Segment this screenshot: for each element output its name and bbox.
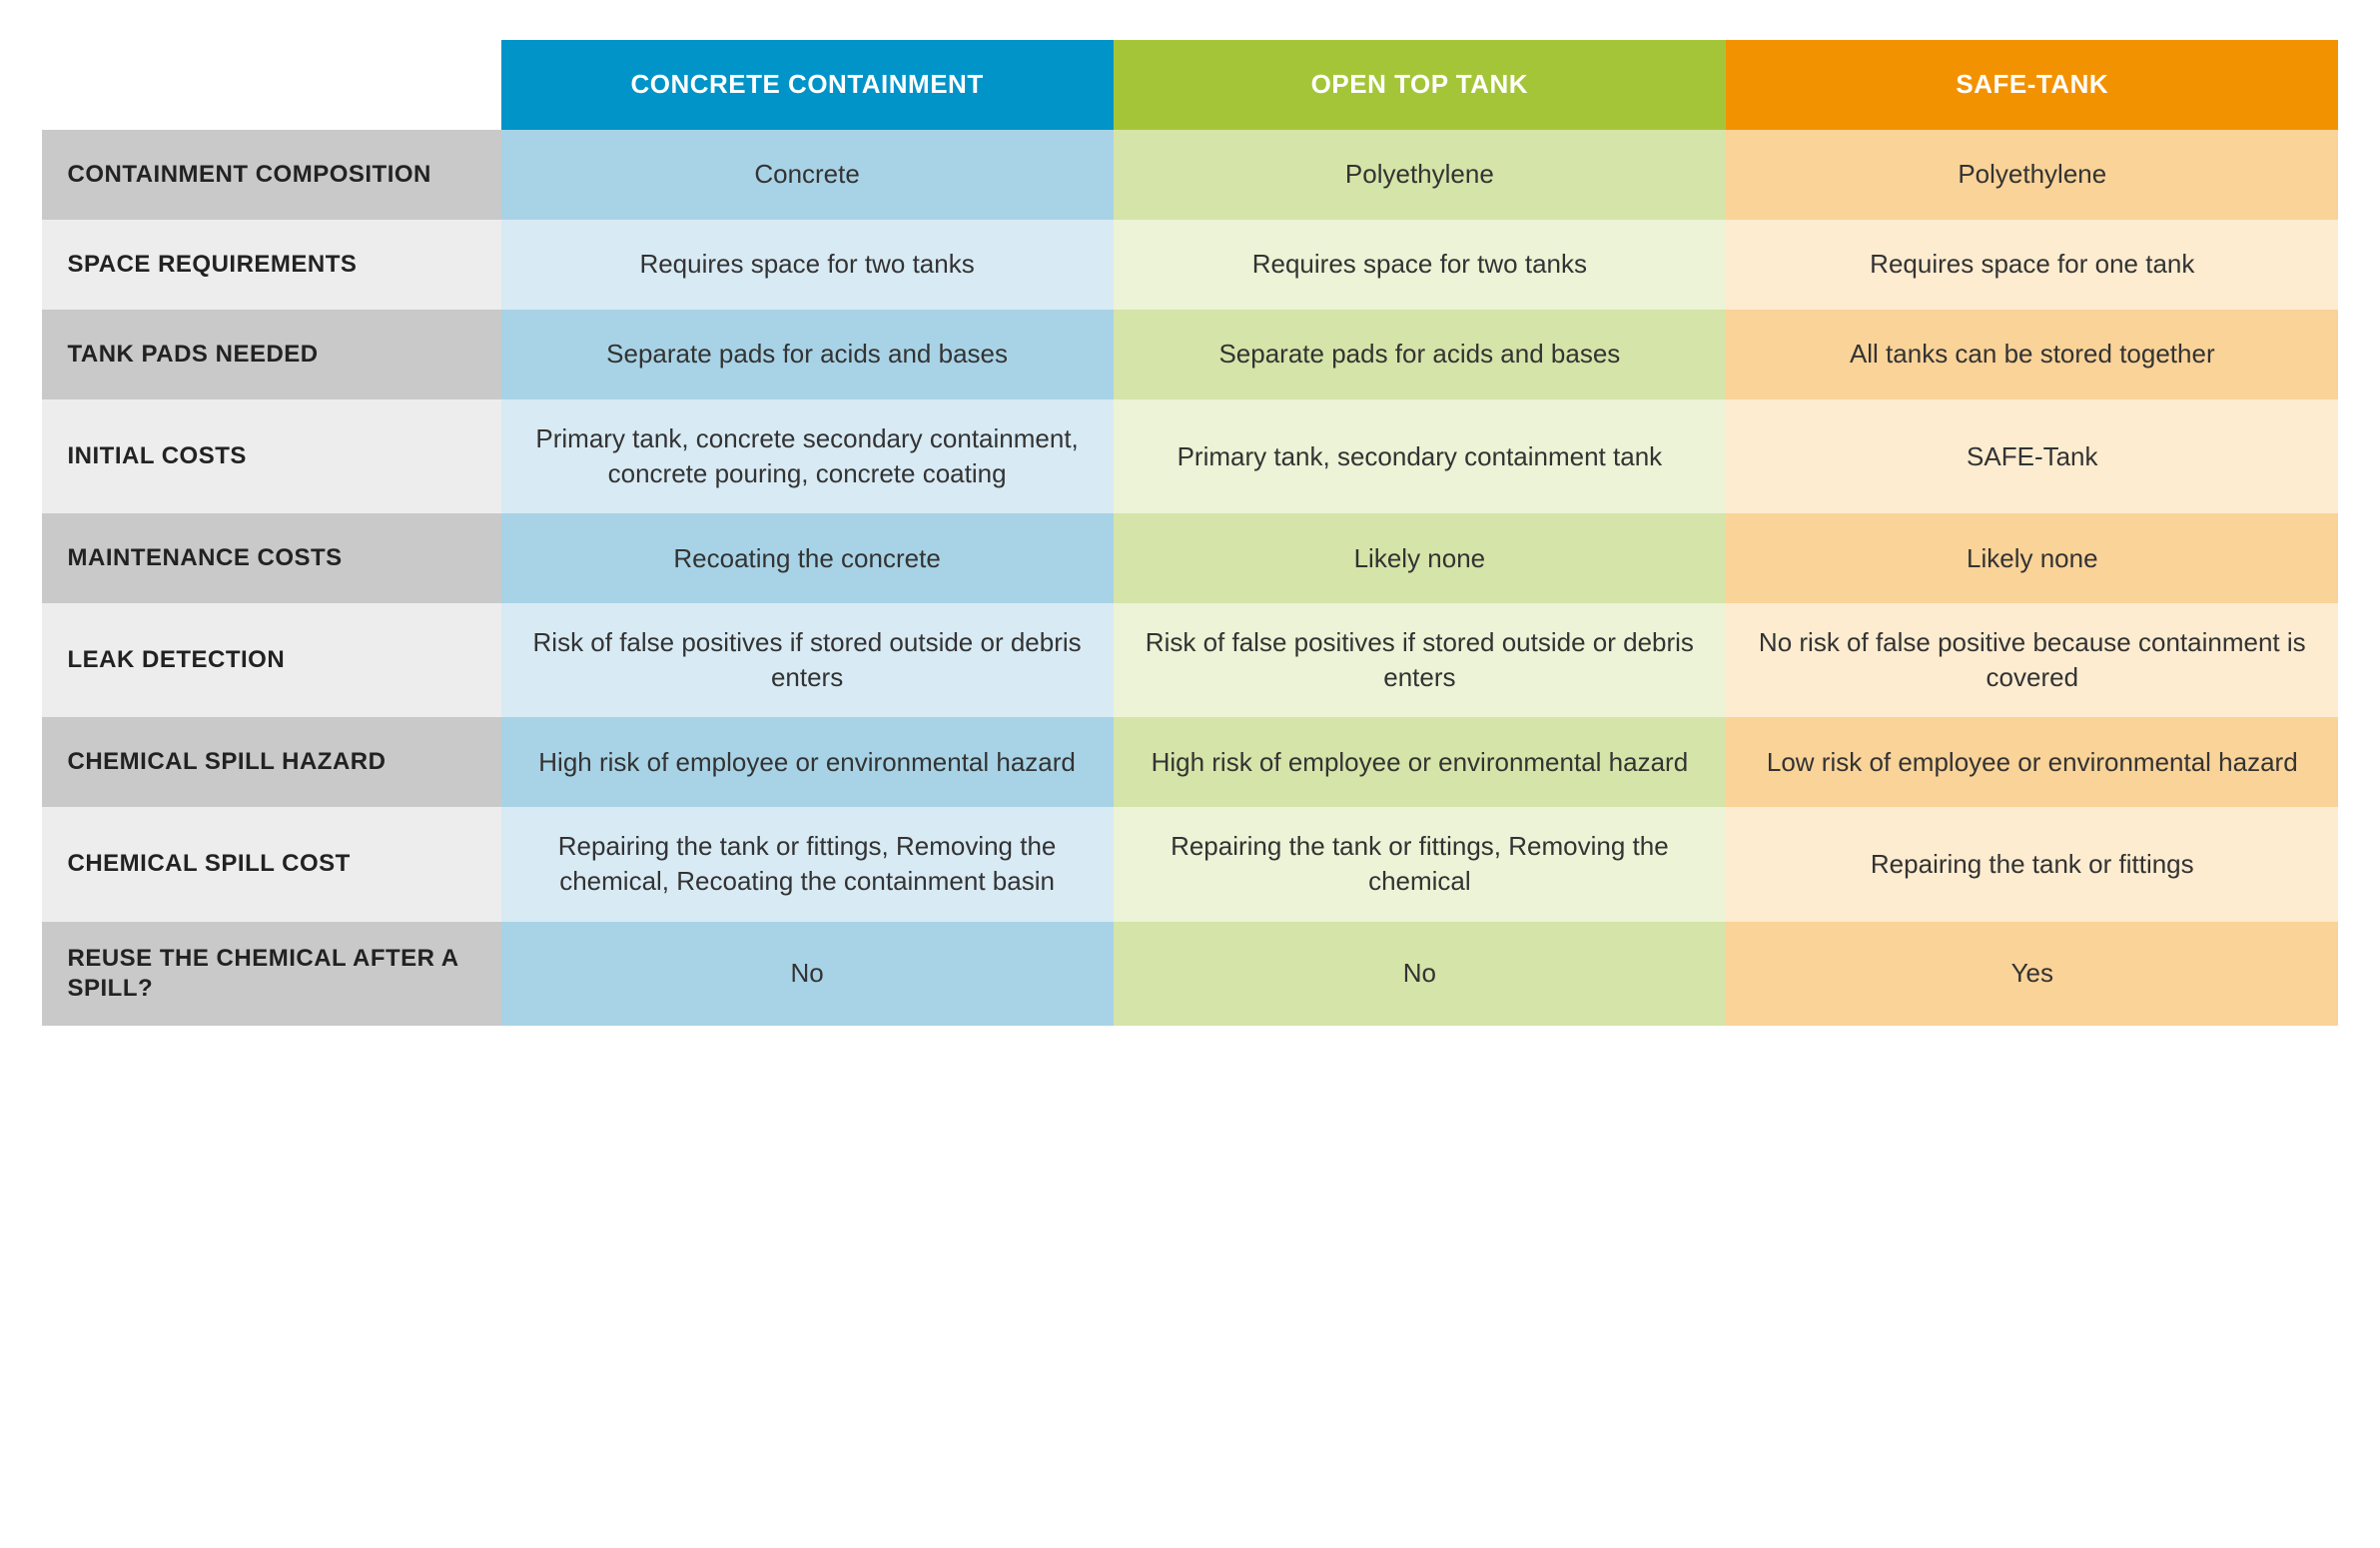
cell-concrete-tank-pads-needed: Separate pads for acids and bases bbox=[501, 310, 1114, 399]
cell-concrete-initial-costs: Primary tank, concrete secondary contain… bbox=[501, 399, 1114, 513]
cell-concrete-reuse-chemical-after-spill: No bbox=[501, 922, 1114, 1026]
cell-opentop-tank-pads-needed: Separate pads for acids and bases bbox=[1114, 310, 1726, 399]
row-label-chemical-spill-hazard: CHEMICAL SPILL HAZARD bbox=[42, 717, 501, 807]
cell-safetank-containment-composition: Polyethylene bbox=[1726, 130, 2338, 220]
cell-safetank-reuse-chemical-after-spill: Yes bbox=[1726, 922, 2338, 1026]
cell-opentop-space-requirements: Requires space for two tanks bbox=[1114, 220, 1726, 310]
cell-opentop-reuse-chemical-after-spill: No bbox=[1114, 922, 1726, 1026]
cell-concrete-space-requirements: Requires space for two tanks bbox=[501, 220, 1114, 310]
cell-safetank-maintenance-costs: Likely none bbox=[1726, 513, 2338, 603]
cell-opentop-initial-costs: Primary tank, secondary containment tank bbox=[1114, 399, 1726, 513]
column-header-opentop: OPEN TOP TANK bbox=[1114, 40, 1726, 130]
cell-opentop-leak-detection: Risk of false positives if stored outsid… bbox=[1114, 603, 1726, 717]
cell-concrete-containment-composition: Concrete bbox=[501, 130, 1114, 220]
row-label-initial-costs: INITIAL COSTS bbox=[42, 399, 501, 513]
cell-opentop-chemical-spill-cost: Repairing the tank or fittings, Removing… bbox=[1114, 807, 1726, 921]
row-label-tank-pads-needed: TANK PADS NEEDED bbox=[42, 310, 501, 399]
cell-concrete-leak-detection: Risk of false positives if stored outsid… bbox=[501, 603, 1114, 717]
cell-safetank-chemical-spill-cost: Repairing the tank or fittings bbox=[1726, 807, 2338, 921]
column-header-concrete: CONCRETE CONTAINMENT bbox=[501, 40, 1114, 130]
cell-opentop-chemical-spill-hazard: High risk of employee or environmental h… bbox=[1114, 717, 1726, 807]
cell-safetank-initial-costs: SAFE-Tank bbox=[1726, 399, 2338, 513]
cell-concrete-chemical-spill-hazard: High risk of employee or environmental h… bbox=[501, 717, 1114, 807]
row-label-leak-detection: LEAK DETECTION bbox=[42, 603, 501, 717]
cell-opentop-maintenance-costs: Likely none bbox=[1114, 513, 1726, 603]
column-header-safetank: SAFE-TANK bbox=[1726, 40, 2338, 130]
cell-safetank-space-requirements: Requires space for one tank bbox=[1726, 220, 2338, 310]
cell-safetank-leak-detection: No risk of false positive because contai… bbox=[1726, 603, 2338, 717]
cell-concrete-chemical-spill-cost: Repairing the tank or fittings, Removing… bbox=[501, 807, 1114, 921]
header-blank bbox=[42, 40, 501, 130]
cell-safetank-tank-pads-needed: All tanks can be stored together bbox=[1726, 310, 2338, 399]
row-label-maintenance-costs: MAINTENANCE COSTS bbox=[42, 513, 501, 603]
cell-opentop-containment-composition: Polyethylene bbox=[1114, 130, 1726, 220]
row-label-space-requirements: SPACE REQUIREMENTS bbox=[42, 220, 501, 310]
row-label-reuse-chemical-after-spill: REUSE THE CHEMICAL AFTER A SPILL? bbox=[42, 922, 501, 1026]
row-label-chemical-spill-cost: CHEMICAL SPILL COST bbox=[42, 807, 501, 921]
comparison-table: CONCRETE CONTAINMENT OPEN TOP TANK SAFE-… bbox=[42, 40, 2339, 1026]
cell-safetank-chemical-spill-hazard: Low risk of employee or environmental ha… bbox=[1726, 717, 2338, 807]
cell-concrete-maintenance-costs: Recoating the concrete bbox=[501, 513, 1114, 603]
row-label-containment-composition: CONTAINMENT COMPOSITION bbox=[42, 130, 501, 220]
